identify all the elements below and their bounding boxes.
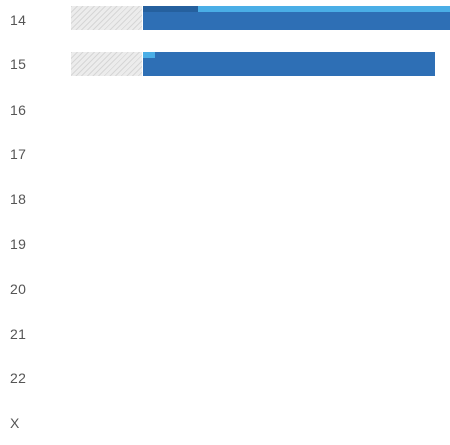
track-row-17[interactable]: 17: [0, 132, 450, 176]
track-label: 18: [10, 191, 27, 207]
track-row-15[interactable]: 15: [0, 42, 450, 86]
coverage-bar[interactable]: [143, 52, 435, 76]
track-row-16[interactable]: 16: [0, 88, 450, 132]
hatched-region: [71, 52, 142, 76]
track-row-14[interactable]: 14: [0, 0, 450, 42]
track-label: 15: [10, 56, 27, 72]
track-row-20[interactable]: 20: [0, 267, 450, 311]
track-label: 21: [10, 326, 27, 342]
bar-dark-segment: [143, 6, 198, 12]
track-label: 16: [10, 102, 27, 118]
track-row-19[interactable]: 19: [0, 222, 450, 266]
hatched-region: [71, 6, 142, 30]
track-label: 19: [10, 236, 27, 252]
coverage-bar[interactable]: [143, 6, 450, 30]
bar-accent-segment: [143, 52, 155, 58]
track-row-18[interactable]: 18: [0, 177, 450, 221]
bar-accent-segment: [198, 6, 450, 12]
track-label: 22: [10, 370, 27, 386]
track-row-21[interactable]: 21: [0, 312, 450, 356]
track-label: X: [10, 415, 20, 431]
track-row-x[interactable]: X: [0, 401, 450, 445]
track-label: 20: [10, 281, 27, 297]
track-row-22[interactable]: 22: [0, 356, 450, 400]
track-label: 14: [10, 12, 27, 28]
track-label: 17: [10, 146, 27, 162]
